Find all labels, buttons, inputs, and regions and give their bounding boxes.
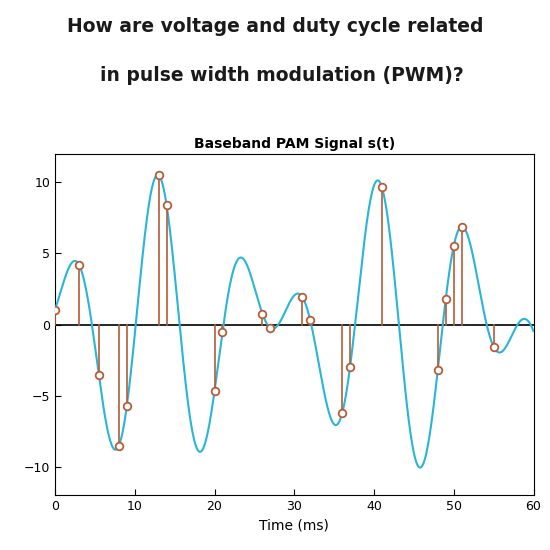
Text: How are voltage and duty cycle related: How are voltage and duty cycle related xyxy=(67,16,483,36)
X-axis label: Time (ms): Time (ms) xyxy=(259,519,329,532)
Title: Baseband PAM Signal s(t): Baseband PAM Signal s(t) xyxy=(194,138,395,151)
Text: in pulse width modulation (PWM)?: in pulse width modulation (PWM)? xyxy=(87,66,463,85)
